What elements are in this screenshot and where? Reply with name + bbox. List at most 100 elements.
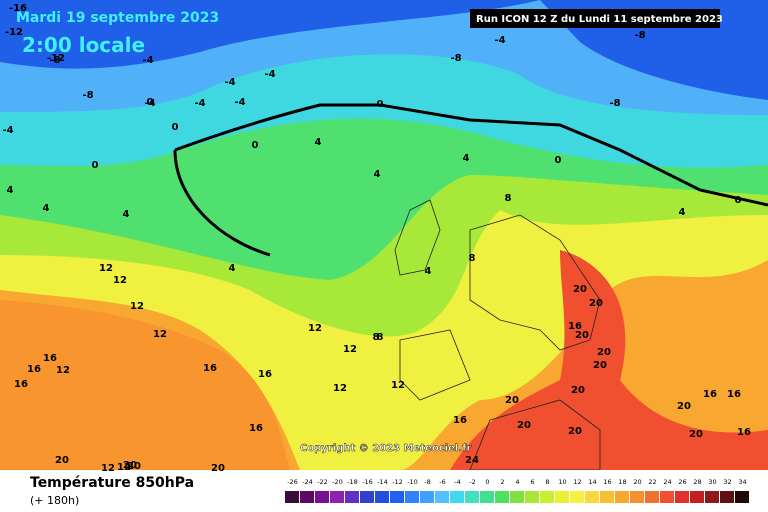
legend-swatch bbox=[435, 491, 449, 503]
contour-label: 4 bbox=[7, 185, 14, 196]
copyright: Copyright © 2023 Meteociel.fr bbox=[300, 443, 471, 454]
contour-label: 0 bbox=[252, 140, 259, 151]
contour-label: 4 bbox=[374, 169, 381, 180]
legend-swatch bbox=[495, 491, 509, 503]
contour-label: 12 bbox=[333, 383, 347, 394]
legend-swatch bbox=[285, 491, 299, 503]
contour-label: 12 bbox=[343, 344, 357, 355]
legend-tick-label: 4 bbox=[515, 478, 519, 486]
legend-swatch bbox=[315, 491, 329, 503]
legend-swatch bbox=[540, 491, 554, 503]
legend-swatch bbox=[705, 491, 719, 503]
contour-label: 20 bbox=[689, 429, 703, 440]
legend-tick-label: -20 bbox=[332, 478, 343, 486]
contour-label: -16 bbox=[9, 3, 27, 14]
very-cold-west bbox=[0, 0, 540, 69]
legend-swatch bbox=[735, 491, 749, 503]
legend-tick-label: 12 bbox=[573, 478, 581, 486]
legend-swatch bbox=[405, 491, 419, 503]
contour-label: 16 bbox=[568, 321, 582, 332]
contour-label: -4 bbox=[224, 77, 235, 88]
contour-label: 4 bbox=[425, 266, 432, 277]
footer-title: Température 850hPa bbox=[30, 475, 194, 491]
legend-swatch bbox=[570, 491, 584, 503]
legend-swatch bbox=[420, 491, 434, 503]
legend-swatch bbox=[510, 491, 524, 503]
legend-tick-label: -26 bbox=[287, 478, 298, 486]
contour-label: 20 bbox=[568, 426, 582, 437]
contour-label: 12 bbox=[308, 323, 322, 334]
contour-label: -4 bbox=[144, 98, 155, 109]
contour-label: 24 bbox=[465, 455, 479, 466]
legend-tick-label: 6 bbox=[530, 478, 534, 486]
contour-label: 16 bbox=[27, 364, 41, 375]
contour-label: 20 bbox=[573, 284, 587, 295]
contour-label: -4 bbox=[494, 35, 505, 46]
contour-label: -8 bbox=[609, 98, 620, 109]
contour-label: 12 bbox=[101, 463, 115, 474]
contour-label: 20 bbox=[517, 420, 531, 431]
contour-label: 20 bbox=[575, 330, 589, 341]
legend-swatch bbox=[645, 491, 659, 503]
legend-swatch bbox=[390, 491, 404, 503]
legend-tick-label: -24 bbox=[302, 478, 313, 486]
legend-swatch bbox=[690, 491, 704, 503]
contour-label: 16 bbox=[43, 353, 57, 364]
legend-swatch bbox=[630, 491, 644, 503]
legend-swatch bbox=[720, 491, 734, 503]
contour-label: 0 bbox=[147, 97, 154, 108]
legend-swatch bbox=[660, 491, 674, 503]
contour-label: 12 bbox=[117, 462, 131, 473]
contour-label: 0 bbox=[377, 99, 384, 110]
color-legend: -26 -24 -22 -20 -18 -16 -14 -12 -10 -8 -6 -4 -2 0 2 4 6 8… bbox=[285, 478, 749, 503]
legend-tick-label: 16 bbox=[603, 478, 611, 486]
legend-swatch bbox=[615, 491, 629, 503]
contour-label: 20 bbox=[597, 347, 611, 358]
zero-isotherm bbox=[174, 103, 768, 207]
contour-label: -8 bbox=[49, 55, 60, 66]
legend-swatch bbox=[375, 491, 389, 503]
contour-label: -4 bbox=[2, 125, 13, 136]
legend-swatch bbox=[450, 491, 464, 503]
contour-label: 20 bbox=[55, 455, 69, 466]
legend-tick-label: -2 bbox=[469, 478, 475, 486]
contour-label: 8 bbox=[505, 193, 512, 204]
contour-label: 16 bbox=[249, 423, 263, 434]
contour-label: 0 bbox=[735, 195, 742, 206]
legend-tick-label: 2 bbox=[500, 478, 504, 486]
legend-swatch bbox=[555, 491, 569, 503]
contour-label: 8 bbox=[373, 332, 380, 343]
contour-label: 4 bbox=[123, 209, 130, 220]
legend-tick-label: 20 bbox=[633, 478, 641, 486]
contour-label: 20 bbox=[123, 460, 137, 471]
zero-isotherm bbox=[173, 149, 271, 257]
contour-labels: -16-12-12-8-4-4-8 -400 -40-4-4-40-404444-8… bbox=[2, 3, 751, 474]
contour-label: 4 bbox=[315, 137, 322, 148]
run-info: Run ICON 12 Z du Lundi 11 septembre 2023 bbox=[476, 14, 723, 25]
legend-swatch bbox=[345, 491, 359, 503]
coastline bbox=[394, 199, 601, 471]
contour-label: -4 bbox=[194, 98, 205, 109]
legend-tick-label: 26 bbox=[678, 478, 686, 486]
run-banner bbox=[470, 9, 720, 28]
legend-tick-label: -6 bbox=[439, 478, 445, 486]
contour-label: 16 bbox=[727, 389, 741, 400]
legend-tick-label: 14 bbox=[588, 478, 596, 486]
contour-label: 16 bbox=[453, 415, 467, 426]
legend-swatch bbox=[480, 491, 494, 503]
contour-label: 16 bbox=[737, 427, 751, 438]
legend-tick-label: 34 bbox=[738, 478, 746, 486]
contour-label: 16 bbox=[258, 369, 272, 380]
contour-label: 12 bbox=[130, 301, 144, 312]
footer-lead: (+ 180h) bbox=[30, 494, 79, 507]
legend-tick-label: -12 bbox=[392, 478, 403, 486]
southwest-warm bbox=[0, 300, 290, 470]
legend-swatch bbox=[465, 491, 479, 503]
legend-tick-label: -14 bbox=[377, 478, 388, 486]
contour-label: 0 bbox=[555, 155, 562, 166]
legend-tick-label: -16 bbox=[362, 478, 373, 486]
legend-tick-label: 10 bbox=[558, 478, 566, 486]
contour-label: 20 bbox=[593, 360, 607, 371]
contour-label: 16 bbox=[203, 363, 217, 374]
contour-label: 4 bbox=[679, 207, 686, 218]
